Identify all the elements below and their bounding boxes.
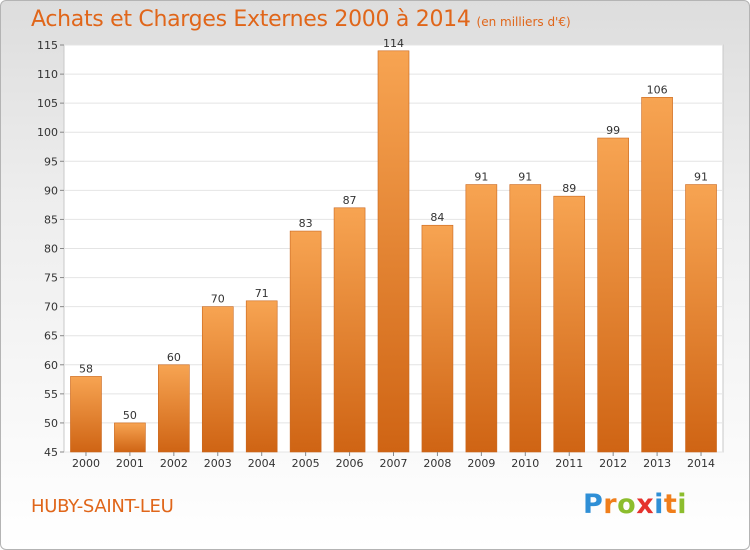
bar	[641, 97, 673, 453]
logo-letter: P	[583, 489, 604, 520]
data-label: 70	[211, 293, 225, 306]
data-label: 106	[647, 83, 668, 96]
bar	[553, 195, 586, 453]
y-tick-label: 80	[44, 243, 58, 256]
data-label: 91	[694, 171, 708, 184]
y-tick-label: 110	[37, 68, 58, 81]
data-label: 91	[474, 171, 488, 184]
y-tick-label: 55	[44, 388, 58, 401]
data-label: 58	[79, 362, 93, 375]
y-tick-label: 75	[44, 272, 58, 285]
data-label: 91	[518, 171, 532, 184]
logo-letter: r	[603, 489, 618, 520]
bar	[289, 230, 322, 453]
logo-letter: x	[636, 489, 655, 520]
bar	[597, 137, 629, 453]
y-axis: 45 50 55 60 65 70 75 80 85 90 95 100 105 110 115	[37, 39, 64, 459]
x-tick-label: 2007	[380, 457, 408, 470]
data-label: 84	[430, 211, 444, 224]
y-tick-label: 85	[44, 213, 58, 226]
y-tick-label: 95	[44, 155, 58, 168]
logo-letter: i	[677, 489, 688, 520]
commune-name: HUBY-SAINT-LEU	[31, 496, 174, 517]
bar	[245, 300, 278, 453]
bar	[114, 422, 146, 453]
x-tick-label: 2003	[204, 457, 232, 470]
bar	[70, 376, 102, 453]
y-tick-label: 45	[44, 446, 58, 459]
x-tick-label: 2011	[555, 457, 583, 470]
unit-label: (en milliers d'€)	[476, 15, 571, 29]
x-tick-label: 2001	[116, 457, 144, 470]
bar	[465, 184, 498, 453]
y-tick-label: 50	[44, 417, 58, 430]
bars	[70, 50, 717, 453]
y-tick-label: 60	[44, 359, 58, 372]
x-tick-label: 2012	[599, 457, 627, 470]
bar	[158, 364, 190, 453]
logo-letter: i	[654, 489, 664, 520]
x-tick-label: 2010	[511, 457, 539, 470]
x-tick-label: 2005	[292, 457, 320, 470]
y-tick-label: 65	[44, 330, 58, 343]
data-label: 114	[383, 37, 404, 50]
x-tick-label: 2008	[423, 457, 451, 470]
bar	[685, 184, 717, 453]
data-label: 99	[606, 124, 620, 137]
data-labels: 58 50 60 70 71 83 87 114 84 91 91 89 99 106 91	[79, 37, 708, 422]
data-label: 87	[343, 194, 357, 207]
x-tick-label: 2009	[467, 457, 495, 470]
x-tick-label: 2013	[643, 457, 671, 470]
bar	[421, 224, 454, 453]
x-axis: 2000 2001 2002 2003 2004 2005 2006 2007 2008 2009…	[72, 452, 715, 470]
data-label: 83	[299, 217, 313, 230]
chart-title: Achats et Charges Externes 2000 à 2014 (e…	[31, 7, 571, 32]
data-label: 60	[167, 351, 181, 364]
x-tick-label: 2000	[72, 457, 100, 470]
y-tick-label: 70	[44, 301, 58, 314]
logo-letter: t	[663, 489, 678, 520]
logo-letter: o	[617, 489, 637, 520]
x-tick-label: 2014	[687, 457, 715, 470]
title-text: Achats et Charges Externes 2000 à 2014	[31, 7, 471, 32]
x-tick-label: 2004	[248, 457, 276, 470]
bar	[509, 184, 542, 453]
data-label: 89	[562, 182, 576, 195]
bar	[201, 306, 234, 453]
y-tick-label: 90	[44, 184, 58, 197]
data-label: 50	[123, 409, 137, 422]
y-tick-label: 105	[37, 97, 58, 110]
y-tick-label: 100	[37, 126, 58, 139]
bar	[377, 50, 410, 453]
x-tick-label: 2006	[336, 457, 364, 470]
bar	[333, 207, 366, 453]
proxiti-logo: Proxiti	[583, 489, 687, 520]
y-tick-label: 115	[37, 39, 58, 52]
data-label: 71	[255, 287, 269, 300]
x-tick-label: 2002	[160, 457, 188, 470]
